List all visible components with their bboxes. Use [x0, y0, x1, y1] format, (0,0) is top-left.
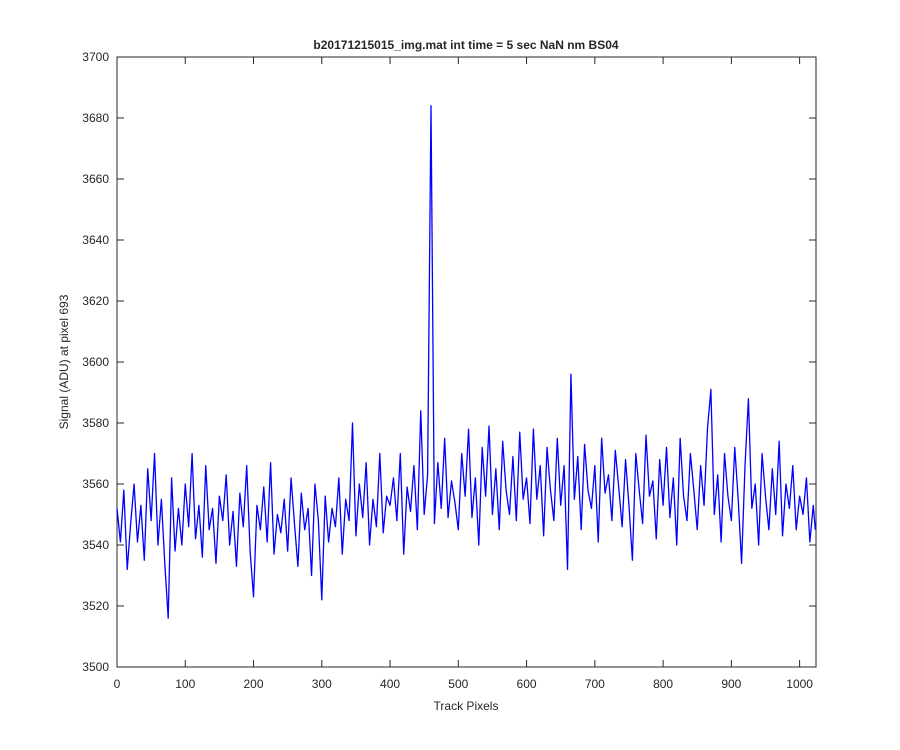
x-tick-label: 600: [517, 677, 537, 691]
x-tick-label: 800: [653, 677, 673, 691]
x-tick-label: 500: [448, 677, 468, 691]
x-tick-label: 200: [244, 677, 264, 691]
x-tick-label: 0: [114, 677, 121, 691]
y-tick-label: 3540: [82, 538, 109, 552]
x-tick-label: 100: [175, 677, 195, 691]
y-tick-label: 3620: [82, 294, 109, 308]
y-tick-label: 3680: [82, 111, 109, 125]
x-tick-label: 300: [312, 677, 332, 691]
plot-box: [116, 56, 817, 668]
x-tick-label: 700: [585, 677, 605, 691]
x-axis-label: Track Pixels: [434, 699, 499, 713]
y-axis-label: Signal (ADU) at pixel 693: [57, 294, 71, 429]
y-tick-label: 3580: [82, 416, 109, 430]
y-tick-label: 3600: [82, 355, 109, 369]
chart-title: b20171215015_img.mat int time = 5 sec Na…: [313, 38, 618, 52]
y-tick-label: 3560: [82, 477, 109, 491]
y-tick-label: 3640: [82, 233, 109, 247]
x-tick-label: 1000: [786, 677, 813, 691]
x-tick-label: 400: [380, 677, 400, 691]
x-tick-label: 900: [721, 677, 741, 691]
y-tick-label: 3500: [82, 660, 109, 674]
y-tick-label: 3660: [82, 172, 109, 186]
signal-line: [116, 105, 816, 619]
y-tick-label: 3520: [82, 599, 109, 613]
y-tick-label: 3700: [82, 50, 109, 64]
